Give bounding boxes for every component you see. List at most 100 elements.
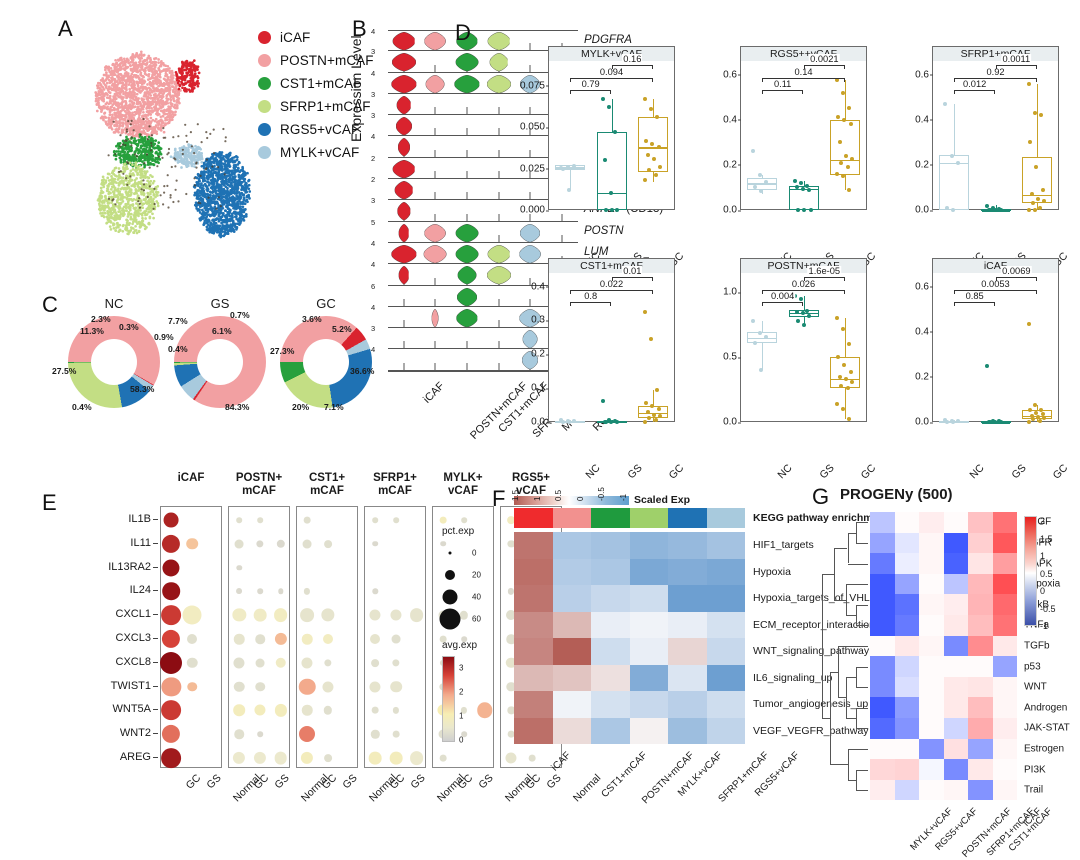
- progeny-cell: [944, 615, 969, 636]
- progeny-cell: [919, 636, 944, 657]
- data-point: [572, 419, 576, 423]
- violin-y-tick: 5: [371, 218, 375, 227]
- donut-slice-label: 11.3%: [80, 326, 104, 336]
- celltype-color-header: [514, 508, 553, 528]
- progeny-cell: [870, 718, 895, 739]
- expression-dot: [278, 589, 283, 594]
- data-point: [836, 115, 840, 119]
- heatmap-cell: [553, 585, 592, 612]
- violin-cell: [420, 115, 452, 135]
- data-point: [1027, 82, 1031, 86]
- data-point: [1038, 419, 1042, 423]
- data-point: [649, 337, 653, 341]
- heatmap-cell: [553, 718, 592, 745]
- heatmap-cell: [591, 559, 630, 586]
- progeny-cell: [993, 697, 1018, 718]
- data-point: [847, 188, 851, 192]
- progeny-cell: [870, 739, 895, 760]
- data-point: [615, 208, 619, 212]
- expression-dot: [390, 610, 401, 621]
- progeny-cell: [919, 677, 944, 698]
- whisker-lower: [762, 343, 763, 370]
- progeny-cell: [895, 697, 920, 718]
- violin-cell: [388, 51, 420, 71]
- progeny-cell: [870, 533, 895, 554]
- progeny-cell: [919, 553, 944, 574]
- heatmap-cell: [707, 585, 746, 612]
- data-point: [643, 178, 647, 182]
- progeny-cell: [919, 739, 944, 760]
- violin-shape: [394, 181, 413, 199]
- expression-dot: [324, 540, 332, 548]
- dotplot-column-title: SFRP1+mCAF: [364, 472, 426, 498]
- violin-y-tick: 3: [371, 196, 375, 205]
- data-point: [993, 420, 997, 424]
- boxplot-y-tick: 0.075: [520, 80, 545, 91]
- heatmap-cell: [553, 532, 592, 559]
- progeny-cell: [919, 615, 944, 636]
- violin-tick: [435, 341, 436, 348]
- whisker-upper: [762, 321, 763, 332]
- progeny-cell: [895, 656, 920, 677]
- dotplot-row-tick: [153, 567, 158, 568]
- dotplot-column-title: CST1+mCAF: [296, 472, 358, 498]
- dotplot-x-label: GS: [272, 772, 291, 791]
- progeny-cell: [870, 553, 895, 574]
- violin-y-tick: 4: [371, 239, 375, 248]
- data-point: [805, 309, 809, 313]
- donut-slice-label: 7.1%: [324, 402, 344, 412]
- dotplot-row-tick: [153, 709, 158, 710]
- significance-bracket: [954, 302, 996, 306]
- violin-y-tick: 3: [371, 90, 375, 99]
- data-point: [801, 311, 805, 315]
- dendrogram-segment: [846, 677, 857, 678]
- boxplot-title: CST1+mCAF: [548, 258, 675, 274]
- violin-shape: [391, 245, 416, 263]
- heatmap-cell: [514, 532, 553, 559]
- progeny-cell: [993, 739, 1018, 760]
- data-point: [844, 154, 848, 158]
- violin-shape: [425, 224, 446, 242]
- donut-slice-label: 0.7%: [230, 310, 250, 320]
- data-point: [758, 331, 762, 335]
- expression-dot: [234, 657, 245, 668]
- data-point: [999, 420, 1003, 424]
- progeny-cell: [993, 636, 1018, 657]
- heatmap-cell: [591, 612, 630, 639]
- expression-dot: [392, 659, 399, 666]
- violin-cell: [388, 264, 420, 284]
- panel-d-boxplots: D Proportion MYLK+vCAF0.0750.0500.0250.0…: [455, 12, 1080, 442]
- donut-slice-label: 0.9%: [154, 332, 174, 342]
- boxplot-y-tick: 0.4: [723, 114, 737, 125]
- data-point: [601, 399, 605, 403]
- data-point: [650, 142, 654, 146]
- dendrogram-segment: [846, 718, 857, 719]
- whisker-lower: [570, 170, 571, 190]
- progeny-pathway-label: Trail: [1024, 785, 1043, 796]
- data-point: [607, 105, 611, 109]
- dotplot-row-tick: [153, 519, 158, 520]
- scaled-exp-label: Scaled Exp: [634, 494, 690, 506]
- box: [939, 155, 969, 210]
- violin-cell: [420, 286, 452, 306]
- expression-dot: [302, 705, 313, 716]
- data-point: [842, 118, 846, 122]
- progeny-cell: [919, 594, 944, 615]
- heatmap-cell: [707, 718, 746, 745]
- data-point: [604, 420, 608, 424]
- expression-dot: [390, 752, 403, 765]
- dotplot-row-tick: [153, 543, 158, 544]
- data-point: [842, 363, 846, 367]
- data-point: [796, 208, 800, 212]
- data-point: [847, 106, 851, 110]
- boxplot-y-tick: 0.2: [915, 371, 929, 382]
- data-point: [1033, 208, 1037, 212]
- violin-shape: [392, 53, 416, 71]
- data-point: [566, 165, 570, 169]
- dotplot-gene-label: IL1B: [128, 513, 151, 525]
- progeny-cell: [944, 759, 969, 780]
- boxplot-title: SFRP1+mCAF: [932, 46, 1059, 62]
